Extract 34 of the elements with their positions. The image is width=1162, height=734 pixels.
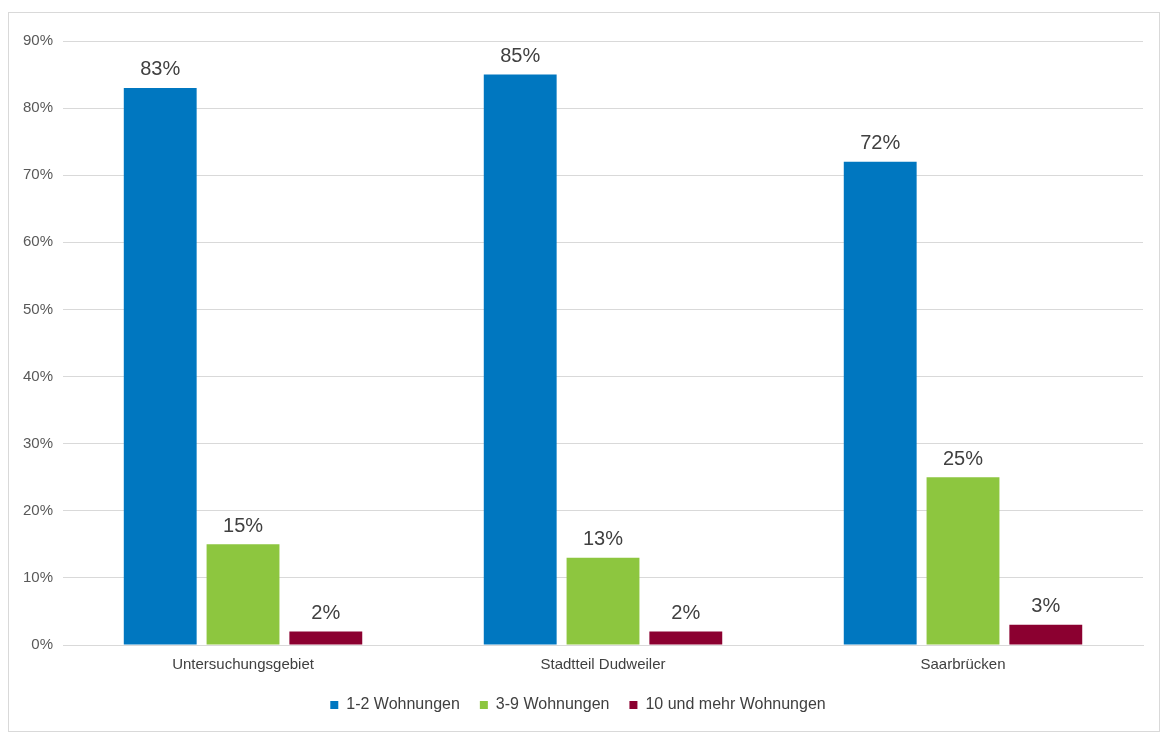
y-tick-label: 60% xyxy=(22,232,54,250)
y-tick-label: 20% xyxy=(22,500,54,518)
y-tick-label: 80% xyxy=(22,98,54,116)
bar xyxy=(123,87,197,645)
bar xyxy=(649,631,723,645)
data-label: 85% xyxy=(500,44,541,67)
data-label: 13% xyxy=(583,527,624,550)
y-tick-label: 10% xyxy=(22,568,54,586)
bar xyxy=(206,544,280,645)
y-tick-label: 50% xyxy=(22,299,54,317)
legend-label: 3-9 Wohnungen xyxy=(495,695,610,713)
data-label: 3% xyxy=(1031,594,1061,617)
bar xyxy=(483,74,557,645)
legend-label: 1-2 Wohnungen xyxy=(346,695,460,713)
data-label: 83% xyxy=(140,57,181,80)
bar xyxy=(926,477,1000,645)
x-tick-label: Stadtteil Dudweiler xyxy=(540,655,666,673)
data-label: 2% xyxy=(311,601,341,624)
bar xyxy=(1009,624,1083,645)
y-tick-label: 0% xyxy=(31,635,54,653)
y-tick-label: 90% xyxy=(22,31,54,49)
x-tick-label: Untersuchungsgebiet xyxy=(172,655,315,673)
x-tick-label: Saarbrücken xyxy=(920,655,1006,673)
y-tick-label: 30% xyxy=(22,433,54,451)
bar xyxy=(843,161,917,645)
data-label: 15% xyxy=(223,513,264,536)
data-label: 72% xyxy=(860,131,901,154)
y-tick-label: 70% xyxy=(22,165,54,183)
bar xyxy=(289,631,363,645)
legend-label: 10 und mehr Wohnungen xyxy=(645,695,826,713)
data-label: 2% xyxy=(671,601,701,624)
data-label: 25% xyxy=(942,446,984,469)
bar xyxy=(566,557,640,645)
y-tick-label: 40% xyxy=(22,366,54,384)
